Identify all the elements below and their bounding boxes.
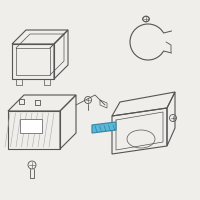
Polygon shape [92,122,116,133]
Bar [20,119,42,133]
